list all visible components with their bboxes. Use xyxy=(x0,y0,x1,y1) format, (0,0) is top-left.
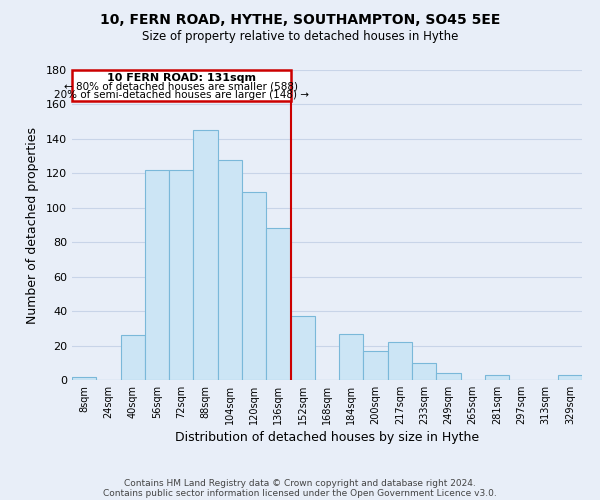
Bar xyxy=(169,170,193,380)
FancyBboxPatch shape xyxy=(72,70,290,101)
Bar xyxy=(72,376,96,380)
Bar xyxy=(436,373,461,380)
Bar xyxy=(266,228,290,380)
Y-axis label: Number of detached properties: Number of detached properties xyxy=(26,126,39,324)
Bar xyxy=(485,375,509,380)
Bar xyxy=(242,192,266,380)
Bar xyxy=(218,160,242,380)
Bar xyxy=(121,335,145,380)
Bar xyxy=(412,363,436,380)
Text: 10 FERN ROAD: 131sqm: 10 FERN ROAD: 131sqm xyxy=(107,72,256,83)
Text: 20% of semi-detached houses are larger (148) →: 20% of semi-detached houses are larger (… xyxy=(54,90,309,100)
Bar xyxy=(290,316,315,380)
Text: Contains public sector information licensed under the Open Government Licence v3: Contains public sector information licen… xyxy=(103,488,497,498)
Bar xyxy=(558,375,582,380)
Text: Size of property relative to detached houses in Hythe: Size of property relative to detached ho… xyxy=(142,30,458,43)
Bar xyxy=(339,334,364,380)
Bar xyxy=(193,130,218,380)
Bar xyxy=(145,170,169,380)
Bar xyxy=(364,350,388,380)
Text: Contains HM Land Registry data © Crown copyright and database right 2024.: Contains HM Land Registry data © Crown c… xyxy=(124,478,476,488)
Bar xyxy=(388,342,412,380)
Text: 10, FERN ROAD, HYTHE, SOUTHAMPTON, SO45 5EE: 10, FERN ROAD, HYTHE, SOUTHAMPTON, SO45 … xyxy=(100,12,500,26)
Text: ← 80% of detached houses are smaller (588): ← 80% of detached houses are smaller (58… xyxy=(64,81,298,91)
X-axis label: Distribution of detached houses by size in Hythe: Distribution of detached houses by size … xyxy=(175,431,479,444)
